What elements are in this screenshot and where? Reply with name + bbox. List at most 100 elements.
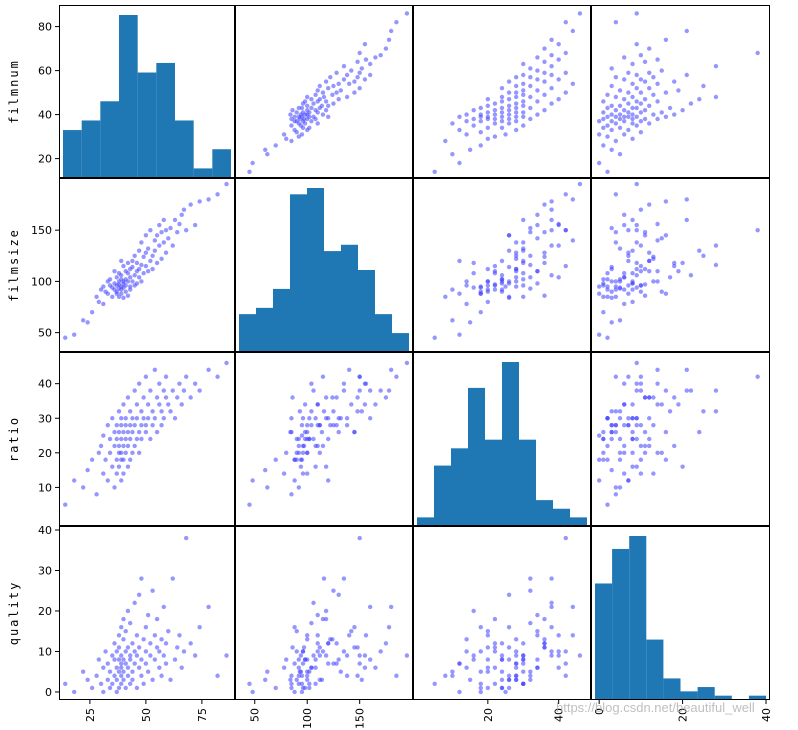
scatter-point-filmsize-filmnum	[175, 230, 180, 235]
scatter-point-ratio-filmnum	[130, 416, 135, 421]
scatter-point-quality-filmsize	[362, 653, 368, 658]
scatter-point-ratio-filmsize	[326, 478, 331, 483]
scatter-point-ratio-filmnum	[98, 443, 104, 449]
scatter-point-ratio-filmsize	[328, 422, 333, 428]
scatter-point-quality-ratio	[464, 637, 469, 642]
scatter-point-filmsize-ratio	[521, 277, 526, 282]
scatter-point-filmnum-quality	[651, 112, 656, 117]
scatter-point-ratio-quality	[601, 450, 606, 456]
scatter-point-ratio-filmnum	[114, 457, 119, 462]
scatter-point-quality-filmsize	[284, 657, 289, 662]
scatter-point-filmsize-quality	[630, 217, 635, 223]
scatter-point-quality-filmsize	[388, 604, 394, 610]
scatter-point-ratio-quality	[609, 436, 614, 442]
scatter-point-ratio-filmnum	[89, 457, 95, 462]
scatter-point-filmnum-quality	[605, 92, 610, 98]
scatter-point-filmnum-filmsize	[362, 42, 368, 47]
scatter-point-filmsize-ratio	[450, 318, 455, 323]
scatter-point-ratio-filmnum	[114, 471, 119, 476]
scatter-point-ratio-quality	[638, 374, 644, 379]
scatter-point-quality-ratio	[563, 649, 568, 654]
x-tick-label: 50	[249, 708, 262, 722]
scatter-point-quality-filmnum	[119, 653, 124, 658]
scatter-point-ratio-quality	[622, 450, 627, 456]
scatter-point-filmnum-filmsize	[300, 110, 306, 115]
scatter-point-filmnum-ratio	[478, 130, 483, 135]
hist-bar-filmnum	[212, 149, 231, 178]
scatter-point-filmnum-ratio	[513, 75, 519, 80]
scatter-point-filmsize-filmnum	[125, 271, 131, 276]
scatter-point-quality-filmsize	[299, 689, 305, 695]
scatter-point-ratio-quality	[613, 492, 619, 497]
scatter-point-ratio-filmsize	[309, 422, 314, 428]
scatter-point-filmnum-ratio	[464, 119, 469, 124]
scatter-point-filmsize-quality	[601, 309, 606, 315]
scatter-point-filmsize-filmnum	[163, 227, 169, 233]
scatter-point-quality-ratio	[492, 681, 498, 687]
x-tick-label: 50	[140, 708, 153, 722]
scatter-point-ratio-filmnum	[107, 436, 113, 442]
scatter-point-ratio-filmsize	[388, 367, 394, 373]
scatter-point-filmsize-quality	[667, 275, 673, 280]
scatter-point-filmsize-ratio	[542, 230, 547, 235]
scatter-point-ratio-quality	[655, 367, 660, 373]
scatter-point-quality-filmnum	[123, 661, 128, 666]
scatter-point-filmnum-ratio	[563, 50, 568, 56]
scatter-point-filmsize-quality	[659, 289, 664, 294]
scatter-point-quality-ratio	[535, 612, 540, 618]
scatter-point-filmsize-filmnum	[125, 260, 131, 266]
scatter-point-filmsize-ratio	[513, 284, 519, 289]
scatter-point-ratio-filmnum	[119, 450, 124, 456]
scatter-point-filmsize-quality	[613, 294, 619, 299]
scatter-point-quality-filmnum	[125, 673, 131, 678]
scatter-point-quality-filmnum	[121, 637, 126, 642]
scatter-point-filmsize-quality	[613, 230, 619, 235]
scatter-point-filmnum-ratio	[542, 46, 547, 51]
scatter-point-ratio-filmnum	[105, 422, 111, 428]
scatter-point-filmnum-quality	[663, 37, 669, 42]
scatter-point-quality-filmnum	[112, 657, 117, 662]
subplot-frame-quality-ratio	[413, 526, 591, 700]
scatter-point-filmsize-filmnum	[72, 332, 77, 337]
scatter-point-quality-filmnum	[184, 535, 189, 541]
scatter-point-filmnum-quality	[626, 110, 631, 115]
scatter-point-quality-ratio	[478, 649, 483, 654]
scatter-point-filmsize-quality	[663, 233, 669, 238]
scatter-point-ratio-filmsize	[319, 429, 325, 435]
scatter-point-ratio-quality	[613, 429, 619, 435]
scatter-point-filmsize-filmnum	[150, 266, 155, 272]
scatter-point-filmnum-ratio	[506, 116, 512, 122]
scatter-point-filmnum-quality	[672, 79, 677, 84]
scatter-point-quality-filmnum	[136, 645, 142, 650]
scatter-point-ratio-filmsize	[355, 395, 360, 400]
scatter-point-filmsize-filmnum	[105, 291, 111, 296]
scatter-point-filmnum-quality	[634, 11, 639, 16]
scatter-point-filmnum-quality	[680, 108, 685, 113]
scatter-point-filmsize-ratio	[492, 287, 498, 292]
scatter-point-ratio-filmnum	[123, 436, 128, 442]
scatter-point-filmsize-ratio	[457, 258, 462, 264]
scatter-point-quality-filmnum	[134, 633, 140, 638]
scatter-point-filmnum-quality	[609, 103, 614, 109]
scatter-point-ratio-quality	[609, 409, 614, 414]
scatter-point-quality-ratio	[506, 592, 512, 597]
scatter-point-filmnum-ratio	[549, 53, 554, 58]
scatter-point-filmnum-ratio	[549, 101, 554, 106]
scatter-point-ratio-quality	[684, 388, 689, 393]
scatter-point-filmsize-filmnum	[96, 299, 102, 305]
scatter-point-ratio-quality	[647, 416, 652, 421]
scatter-point-ratio-filmnum	[139, 422, 144, 428]
scatter-point-filmnum-quality	[601, 110, 606, 115]
scatter-point-filmnum-filmsize	[309, 119, 314, 124]
scatter-point-filmnum-quality	[638, 90, 644, 95]
scatter-point-ratio-filmnum	[130, 450, 135, 456]
scatter-point-filmnum-ratio	[528, 94, 533, 100]
scatter-point-quality-ratio	[485, 633, 491, 638]
scatter-point-quality-ratio	[503, 689, 508, 695]
scatter-point-quality-filmsize	[317, 653, 322, 658]
scatter-point-quality-ratio	[528, 669, 533, 674]
scatter-point-filmnum-filmsize	[341, 77, 347, 82]
scatter-point-filmsize-quality	[601, 277, 606, 282]
scatter-point-ratio-quality	[626, 478, 631, 483]
scatter-point-filmnum-filmsize	[330, 92, 335, 98]
